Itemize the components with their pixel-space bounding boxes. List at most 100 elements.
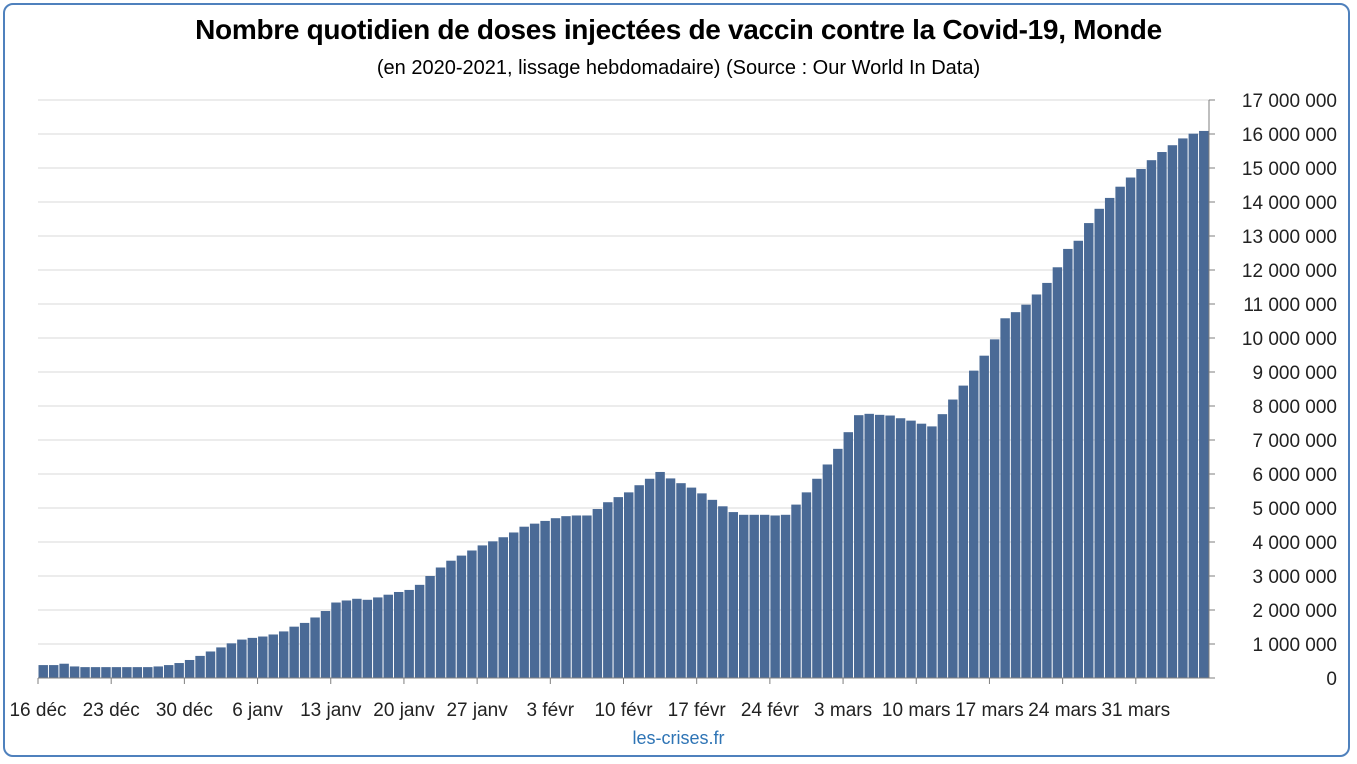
- bar: [80, 667, 90, 678]
- bar: [299, 622, 310, 678]
- bar: [624, 492, 634, 678]
- bar: [404, 589, 414, 678]
- bar: [268, 634, 278, 678]
- y-tick-label: 14 000 000: [1242, 193, 1337, 214]
- bar: [59, 663, 69, 678]
- bar: [854, 415, 864, 678]
- bar: [665, 478, 676, 678]
- bar: [48, 665, 59, 678]
- bar: [1084, 223, 1094, 678]
- bar: [310, 617, 320, 678]
- x-tick-label: 20 janv: [373, 700, 435, 721]
- bar: [529, 523, 540, 678]
- bar: [718, 506, 728, 678]
- bar: [132, 667, 143, 678]
- bar: [352, 598, 362, 678]
- bar: [655, 471, 665, 678]
- bar: [1146, 160, 1157, 678]
- bar: [1136, 169, 1146, 678]
- bar: [937, 414, 948, 678]
- bar: [90, 667, 101, 678]
- bar: [571, 515, 582, 678]
- bar: [1094, 208, 1104, 679]
- x-tick-label: 3 mars: [814, 700, 872, 721]
- bar: [278, 631, 289, 678]
- source-footer: les-crises.fr: [632, 728, 725, 748]
- bar: [519, 526, 529, 678]
- bar: [153, 666, 163, 678]
- y-tick-label: 6 000 000: [1252, 465, 1337, 486]
- y-tick-label: 15 000 000: [1242, 159, 1337, 180]
- bar: [341, 600, 352, 678]
- bar: [582, 515, 592, 678]
- chart-subtitle: (en 2020-2021, lissage hebdomadaire) (So…: [376, 57, 981, 79]
- x-tick-label: 6 janv: [232, 700, 283, 721]
- bar: [728, 512, 739, 678]
- chart-title: Nombre quotidien de doses injectées de v…: [195, 14, 1162, 45]
- bar: [927, 426, 937, 678]
- bar: [1073, 240, 1084, 678]
- bar: [644, 478, 655, 678]
- y-tick-label: 16 000 000: [1242, 125, 1337, 146]
- bar: [603, 502, 613, 678]
- bar: [791, 504, 801, 678]
- bar: [1178, 138, 1188, 679]
- y-tick-label: 4 000 000: [1252, 533, 1337, 554]
- bar: [697, 493, 707, 678]
- axes: [37, 99, 1215, 684]
- y-tick-label: 17 000 000: [1242, 91, 1337, 112]
- bar: [1125, 177, 1136, 678]
- bar: [895, 418, 906, 678]
- bar: [739, 514, 749, 678]
- bar: [508, 532, 519, 678]
- bar: [258, 636, 268, 678]
- x-tick-label: 16 déc: [9, 700, 66, 721]
- bar: [916, 423, 927, 678]
- bar: [874, 414, 885, 678]
- bar: [163, 665, 174, 678]
- bar: [435, 567, 446, 678]
- bar: [1199, 130, 1209, 678]
- bar: [979, 355, 989, 678]
- bar: [561, 516, 571, 678]
- y-tick-label: 2 000 000: [1252, 601, 1337, 622]
- bar: [958, 385, 969, 678]
- y-tick-label: 11 000 000: [1243, 295, 1337, 316]
- bar: [414, 584, 425, 678]
- x-tick-label: 17 mars: [955, 700, 1024, 721]
- y-tick-label: 5 000 000: [1252, 499, 1337, 520]
- y-tick-label: 12 000 000: [1242, 261, 1337, 282]
- bar: [226, 643, 237, 678]
- x-axis-ticks: 16 déc 23 déc 30 déc 6 janv 13 janv 20 janv 27…: [9, 700, 1170, 721]
- x-tick-label: 31 mars: [1101, 700, 1170, 721]
- bar: [446, 560, 456, 678]
- bar: [1042, 282, 1052, 678]
- bar: [686, 487, 697, 678]
- bar: [885, 415, 895, 678]
- bar: [1010, 312, 1021, 678]
- x-tick-label: 17 févr: [668, 700, 727, 721]
- bar: [1115, 186, 1125, 678]
- bar: [122, 667, 132, 678]
- bar: [425, 576, 435, 678]
- bar: [780, 514, 791, 678]
- bar: [393, 591, 404, 678]
- bar: [759, 514, 770, 678]
- x-tick-label: 27 janv: [446, 700, 508, 721]
- bar: [770, 515, 780, 678]
- y-tick-label: 10 000 000: [1242, 329, 1337, 350]
- bar: [812, 478, 822, 678]
- bar: [498, 537, 508, 678]
- y-tick-label: 9 000 000: [1252, 363, 1337, 384]
- y-tick-label: 13 000 000: [1242, 227, 1337, 248]
- bar: [1188, 133, 1199, 678]
- x-tick-label: 30 déc: [156, 700, 213, 721]
- bar: [205, 651, 216, 678]
- x-tick-label: 13 janv: [300, 700, 362, 721]
- bar: [592, 509, 603, 678]
- bar: [843, 432, 854, 678]
- bar: [707, 499, 718, 678]
- bar: [247, 637, 258, 678]
- bar: [801, 492, 812, 678]
- bar: [1031, 294, 1042, 678]
